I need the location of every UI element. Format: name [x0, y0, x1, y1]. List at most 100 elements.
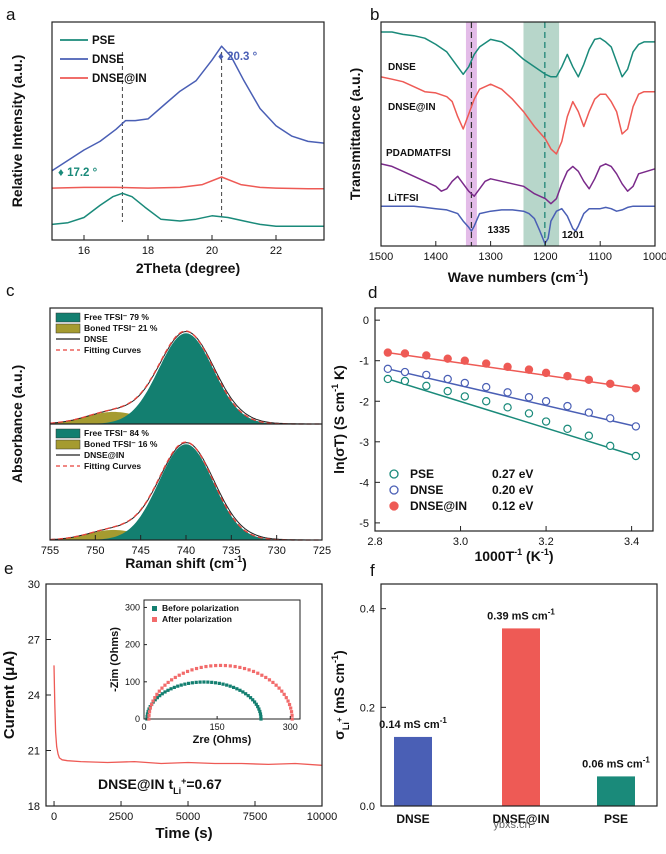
- inset-legend-marker: [152, 617, 157, 622]
- x-tick-label: 10000: [307, 811, 338, 823]
- nyquist-point: [225, 683, 229, 687]
- text-fragment: 0.39 mS cm: [487, 610, 548, 622]
- nyquist-point: [223, 663, 228, 668]
- data-point: [383, 348, 393, 357]
- x-tick-label: 22: [270, 245, 282, 257]
- legend-label: DNSE@IN: [410, 499, 467, 513]
- nyquist-point: [172, 685, 176, 690]
- y-axis-label-c: Absorbance (a.u.): [9, 365, 25, 483]
- nyquist-point: [233, 664, 237, 669]
- series-dnse: [381, 31, 655, 78]
- data-point: [541, 417, 551, 426]
- inset-legend-label: Before polarization: [162, 603, 239, 613]
- transference-number: DNSE@IN tLi+=0.67: [98, 776, 222, 796]
- nyquist-point: [271, 680, 275, 685]
- nyquist-point: [209, 664, 213, 668]
- legend-marker: [389, 469, 399, 479]
- nyquist-point: [238, 688, 242, 692]
- nyquist-point: [198, 680, 202, 684]
- nyquist-point: [280, 689, 284, 693]
- x-tick-label: 1500: [369, 251, 393, 263]
- nyquist-point: [194, 666, 199, 671]
- activation-energy: 0.12 eV: [492, 499, 533, 513]
- nyquist-point: [170, 678, 174, 682]
- data-point: [460, 356, 470, 365]
- x-tick-label: 755: [41, 545, 59, 557]
- bar-value-label: 0.14 mS cm-1: [379, 716, 447, 731]
- text-fragment: ): [331, 650, 347, 655]
- x-tick-label: 1400: [424, 251, 448, 263]
- nyquist-point: [214, 663, 218, 668]
- x-axis-label-e: Time (s): [155, 825, 212, 842]
- series-dnse-in: [380, 76, 655, 155]
- text-fragment: 1000T: [474, 548, 514, 564]
- watermark: ybxs.cn: [493, 819, 530, 831]
- text-fragment: =0.67: [186, 776, 222, 792]
- inset-x-tick-label: 0: [141, 722, 146, 732]
- text-fragment: (mS cm: [331, 663, 347, 717]
- legend-swatch: [55, 439, 81, 450]
- bar-pse: [597, 776, 635, 806]
- nyquist-point: [247, 668, 251, 672]
- nyquist-point: [163, 683, 167, 687]
- y-tick-label: 21: [28, 746, 40, 758]
- x-tick-label: 5000: [176, 811, 200, 823]
- nyquist-point: [221, 682, 225, 686]
- data-point: [460, 392, 470, 401]
- nyquist-point: [259, 717, 263, 721]
- data-point: [482, 382, 491, 392]
- text-fragment: ): [549, 548, 554, 564]
- legend-label: DNSE: [84, 334, 108, 344]
- x-tick-label: 16: [78, 245, 90, 257]
- nyquist-point: [289, 710, 294, 714]
- y-tick-label: 0.4: [360, 604, 375, 616]
- y-tick-label: -1: [359, 356, 369, 368]
- inset-y-tick-label: 0: [135, 714, 140, 724]
- data-point: [482, 359, 491, 368]
- legend-label: DNSE@IN: [92, 73, 147, 85]
- data-point: [460, 378, 470, 388]
- data-point: [563, 401, 572, 411]
- inset-frame: [143, 599, 301, 720]
- text-fragment: Li: [341, 722, 351, 730]
- legend-label: Free TFSI⁻ 84 %: [84, 428, 149, 438]
- data-point: [541, 397, 551, 406]
- text-fragment: ln(σT) (S cm: [331, 392, 347, 474]
- legend-label: DNSE@IN: [84, 450, 124, 460]
- nyquist-point: [258, 712, 263, 716]
- text-fragment: ): [584, 269, 589, 285]
- text-fragment: -1: [576, 268, 584, 278]
- nyquist-point: [177, 673, 181, 677]
- series-label: DNSE@IN: [388, 102, 436, 113]
- panel-letter-f: f: [370, 561, 375, 580]
- nyquist-point: [256, 671, 260, 675]
- activation-energy: 0.27 eV: [492, 467, 533, 481]
- nyquist-point: [185, 669, 190, 674]
- y-tick-label: 0.2: [360, 702, 375, 714]
- data-point: [383, 364, 393, 374]
- data-point: [443, 374, 452, 384]
- nyquist-point: [157, 689, 161, 693]
- text-fragment: 0.06 mS cm: [582, 758, 643, 770]
- data-point: [606, 379, 615, 389]
- series-label: LiTFSI: [388, 193, 419, 204]
- inset-y-label: -Zim (Ohms): [109, 627, 121, 692]
- x-tick-label: 2500: [109, 811, 133, 823]
- inset-legend-marker: [152, 606, 157, 611]
- nyquist-point: [153, 698, 157, 702]
- nyquist-point: [260, 673, 264, 677]
- text-fragment: +: [181, 776, 186, 786]
- y-tick-label: 27: [28, 635, 40, 647]
- legend-label: Fitting Curves: [84, 345, 141, 355]
- text-fragment: K): [331, 365, 347, 384]
- series-pdadmatfsi: [380, 163, 656, 205]
- x-axis-label-d: 1000T-1 (K-1): [474, 547, 553, 564]
- legend-swatch: [55, 312, 81, 323]
- nyquist-point: [147, 713, 151, 717]
- series-dnse: [51, 45, 325, 172]
- bar-dnse-in: [502, 628, 540, 806]
- nyquist-point: [264, 675, 268, 680]
- data-point: [400, 376, 410, 386]
- x-tick-label: 1200: [533, 251, 557, 263]
- nyquist-point: [218, 663, 223, 668]
